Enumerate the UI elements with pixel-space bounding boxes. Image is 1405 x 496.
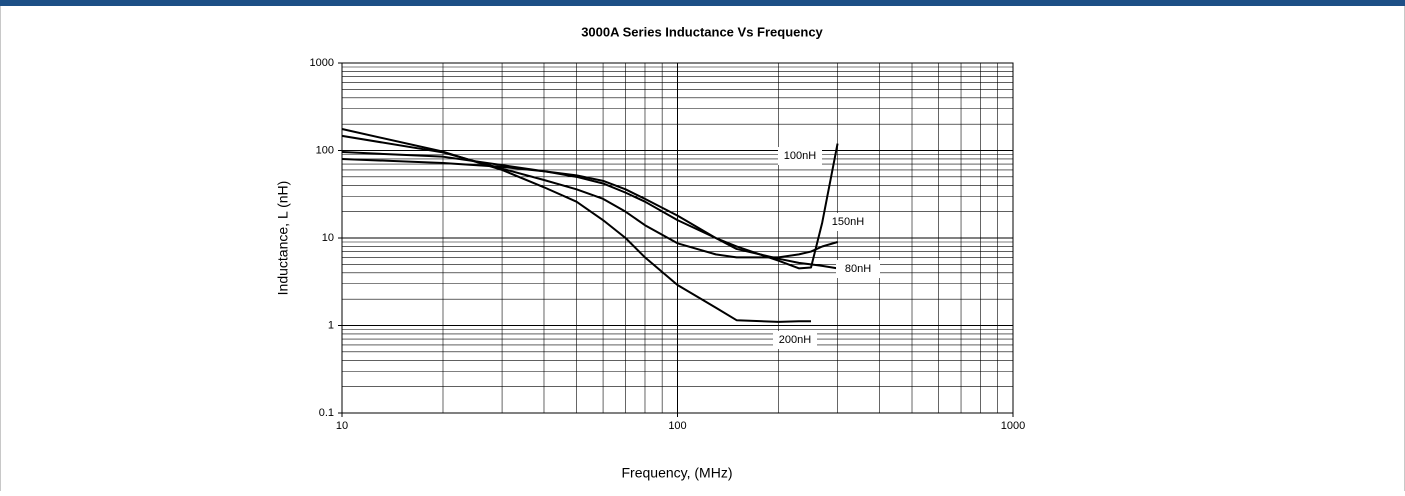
series-label-box <box>836 260 880 278</box>
series-label-box <box>778 147 822 165</box>
x-tick-label: 100 <box>668 420 686 432</box>
y-tick-label: 1 <box>328 319 334 331</box>
series-line <box>341 157 838 270</box>
series-label: 200nH <box>779 334 811 346</box>
y-axis-label: Inductance, L (nH) <box>275 181 291 296</box>
series-label: 150nH <box>832 216 864 228</box>
series-line <box>341 128 812 323</box>
y-tick-label: 100 <box>316 144 334 156</box>
series-label-box <box>773 331 817 349</box>
x-tick-label: 1000 <box>1001 420 1025 432</box>
x-axis-label: Frequency, (MHz) <box>622 465 733 481</box>
series-line <box>341 134 838 259</box>
top-bar <box>0 0 1405 6</box>
x-tick-label: 10 <box>336 420 348 432</box>
series-label: 80nH <box>845 263 871 275</box>
series-label-box <box>826 213 870 231</box>
y-tick-label: 10 <box>322 232 334 244</box>
plot-frame <box>341 62 1014 414</box>
chart-title: 3000A Series Inductance Vs Frequency <box>581 24 823 39</box>
series-label: 100nH <box>784 150 816 162</box>
y-tick-label: 0.1 <box>319 407 334 419</box>
y-tick-label: 1000 <box>310 57 334 69</box>
